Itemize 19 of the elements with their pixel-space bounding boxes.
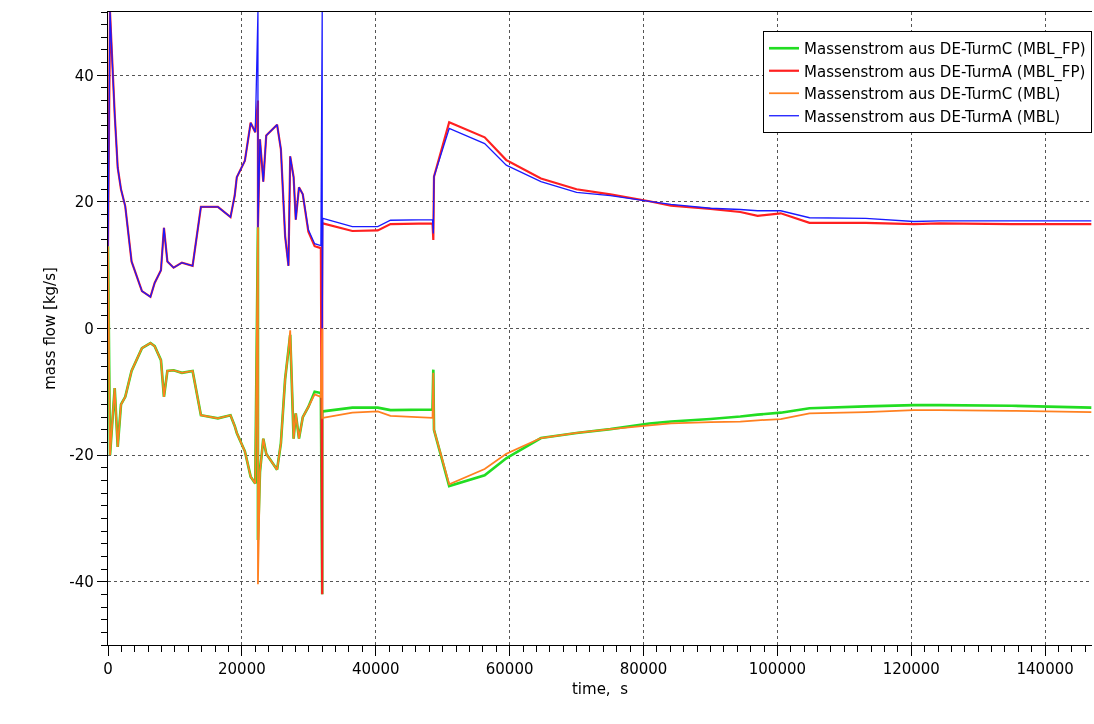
x-tick-label: 140000 [1016, 660, 1074, 679]
x-tick-label: 40000 [351, 660, 400, 679]
x-tick-label: 120000 [882, 660, 940, 679]
x-tick-label: 60000 [485, 660, 534, 679]
x-tick-label: 20000 [218, 660, 266, 679]
y-axis-title: mass flow [kg/s] [40, 267, 59, 390]
legend-label: Massenstrom aus DE-TurmA (MBL_FP) [804, 62, 1086, 82]
y-tick-label: -20 [69, 446, 94, 465]
x-axis-title: time, s [571, 680, 629, 699]
y-tick-label: 40 [74, 66, 94, 85]
legend-label: Massenstrom aus DE-TurmC (MBL_FP) [804, 40, 1086, 60]
legend-label: Massenstrom aus DE-TurmC (MBL) [804, 85, 1061, 104]
x-tick-label: 100000 [748, 660, 807, 679]
y-tick-label: 20 [74, 193, 94, 212]
y-tick-label: 0 [84, 319, 94, 338]
x-tick-label: 80000 [619, 660, 668, 679]
y-tick-label: -40 [69, 572, 94, 591]
legend-label: Massenstrom aus DE-TurmA (MBL) [804, 107, 1061, 126]
x-tick-label: 0 [103, 660, 113, 679]
